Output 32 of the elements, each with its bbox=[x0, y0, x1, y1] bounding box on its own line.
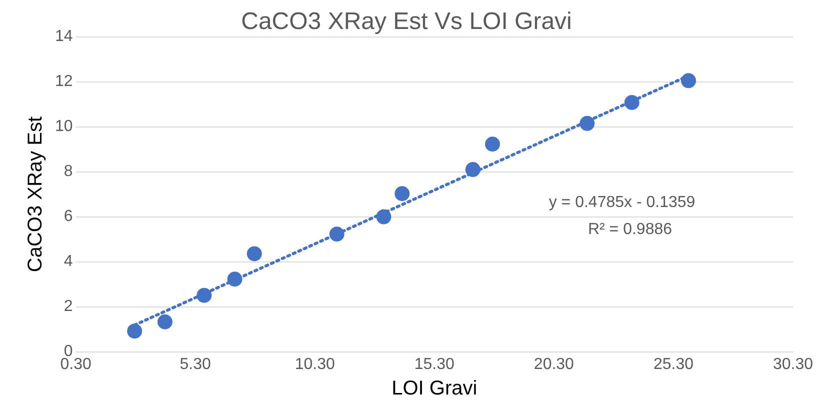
x-tick-label: 0.30 bbox=[60, 356, 92, 373]
x-tick-label: 15.30 bbox=[414, 356, 455, 373]
point bbox=[227, 272, 242, 287]
point bbox=[465, 162, 480, 178]
y-axis-title: CaCO3 XRay Est bbox=[24, 116, 47, 272]
y-tick-label: 14 bbox=[55, 28, 73, 46]
point bbox=[394, 186, 410, 202]
y-tick-label: 12 bbox=[55, 73, 73, 90]
point bbox=[624, 95, 640, 110]
point bbox=[484, 136, 500, 152]
x-tick-label: 5.30 bbox=[180, 356, 212, 373]
point bbox=[681, 73, 696, 88]
y-tick-label: 2 bbox=[64, 298, 73, 316]
point bbox=[329, 226, 344, 242]
annotation: y = 0.4785x - 0.1359 bbox=[548, 194, 696, 211]
x-axis-title: LOI Gravi bbox=[392, 378, 478, 400]
point bbox=[196, 288, 212, 303]
y-tick-label: 8 bbox=[64, 163, 73, 180]
point bbox=[246, 246, 262, 262]
point bbox=[376, 209, 392, 224]
point bbox=[157, 314, 172, 330]
point bbox=[127, 324, 142, 339]
y-tick-label: 4 bbox=[64, 253, 73, 270]
x-tick-label: 10.30 bbox=[294, 356, 335, 373]
x-tick-label: 25.30 bbox=[653, 356, 694, 373]
x-tick-label: 30.30 bbox=[772, 356, 814, 373]
y-tick-label: 6 bbox=[64, 208, 73, 226]
chart-title: CaCO3 XRay Est Vs LOI Gravi bbox=[241, 8, 572, 36]
annotation: R² = 0.9886 bbox=[588, 221, 672, 238]
x-tick-label: 20.30 bbox=[534, 356, 574, 373]
y-tick-label: 10 bbox=[55, 118, 73, 136]
point bbox=[580, 116, 595, 131]
